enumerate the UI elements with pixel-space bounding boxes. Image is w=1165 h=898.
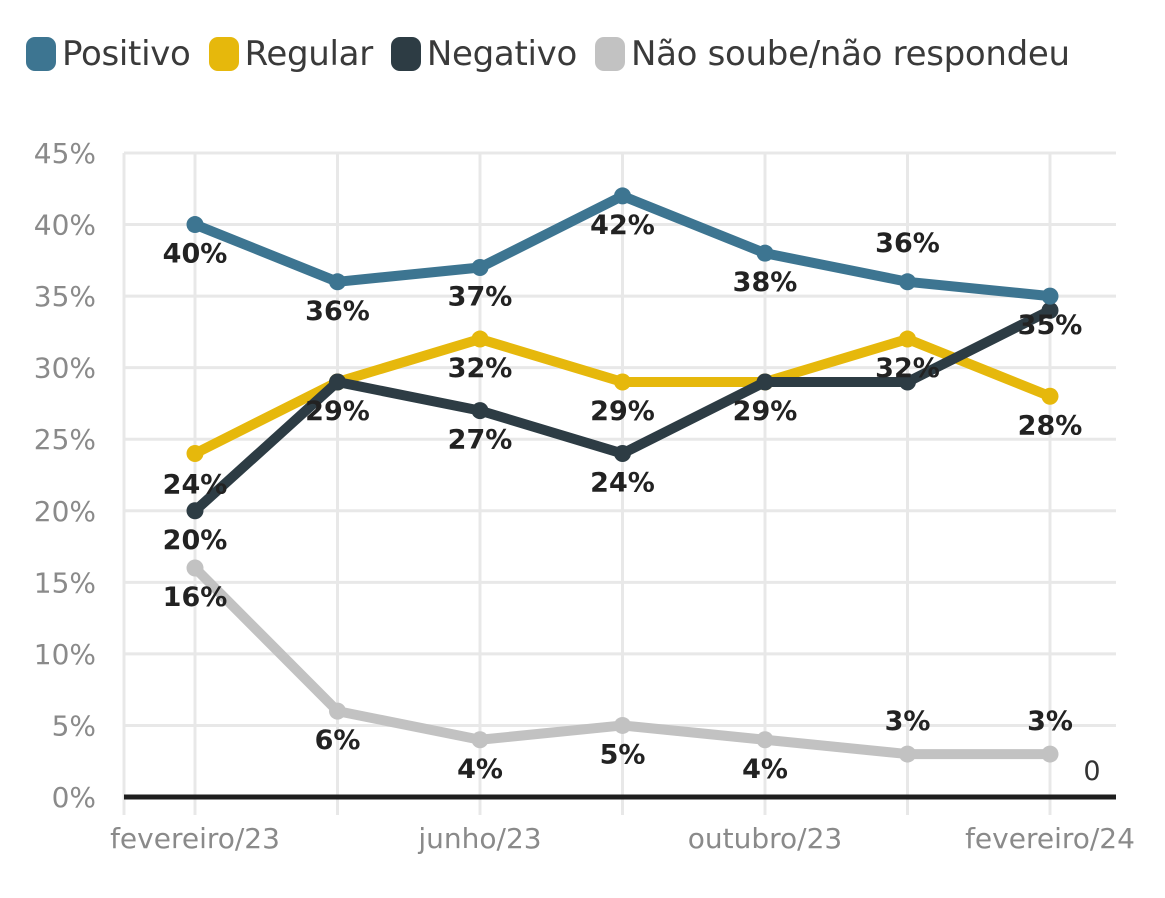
x-tick-label: junho/23: [417, 822, 541, 855]
legend-label-regular: Regular: [244, 34, 374, 74]
data-label: 29%: [733, 396, 798, 427]
legend-swatch-nao-soube: [594, 37, 625, 71]
data-labels: 40% 36% 37% 42% 38% 36% 35% 24% 32% 29% 32% 28% 20% 2…: [163, 210, 1083, 785]
data-point: [899, 273, 916, 291]
data-label: 40%: [163, 239, 228, 270]
data-point: [614, 373, 631, 391]
data-point: [899, 745, 916, 763]
legend: Positivo Regular Negativo Não soube/não …: [26, 30, 1088, 78]
y-tick-label: 15%: [34, 566, 96, 599]
data-point: [899, 330, 916, 348]
y-tick-label: 25%: [34, 423, 96, 456]
y-tick-label: 45%: [34, 137, 96, 170]
data-point: [471, 330, 489, 348]
data-point: [329, 373, 346, 391]
legend-swatch-regular: [208, 37, 239, 71]
legend-item-regular: Regular: [208, 34, 374, 74]
data-point: [756, 373, 774, 391]
data-label: 4%: [742, 754, 788, 785]
x-axis-ticks: fevereiro/23 junho/23 outubro/23 fevereiro/…: [110, 822, 1135, 855]
series-3: [186, 559, 1059, 763]
x-tick-label: fevereiro/24: [965, 822, 1135, 855]
data-point: [186, 559, 204, 577]
data-point: [899, 373, 916, 391]
y-tick-label: 20%: [34, 495, 96, 528]
legend-item-positivo: Positivo: [26, 34, 191, 74]
data-point: [756, 244, 774, 262]
legend-item-negativo: Negativo: [390, 34, 577, 74]
end-annotation: 0: [1083, 756, 1100, 787]
legend-label-positivo: Positivo: [62, 34, 191, 74]
data-point: [471, 731, 489, 749]
data-label: 24%: [590, 468, 655, 499]
data-point: [186, 216, 204, 234]
data-label: 16%: [163, 582, 228, 613]
y-tick-label: 5%: [52, 709, 96, 742]
legend-item-nao-soube: Não soube/não respondeu: [594, 34, 1070, 74]
data-label: 4%: [457, 754, 503, 785]
data-label: 35%: [1018, 310, 1083, 341]
legend-swatch-negativo: [390, 37, 421, 71]
data-label: 24%: [163, 470, 228, 501]
legend-swatch-positivo: [26, 37, 56, 71]
data-label: 36%: [305, 296, 370, 327]
data-label: 32%: [875, 353, 940, 384]
data-point: [471, 402, 489, 420]
data-point: [614, 445, 631, 463]
series-lines: [186, 187, 1059, 763]
data-point: [329, 273, 346, 291]
data-label: 20%: [163, 525, 228, 556]
data-label: 29%: [305, 396, 370, 427]
data-point: [471, 258, 489, 276]
y-tick-label: 40%: [34, 209, 96, 242]
data-point: [186, 502, 204, 520]
data-point: [1041, 301, 1059, 319]
data-label: 3%: [1027, 706, 1073, 737]
data-label: 37%: [448, 281, 513, 312]
x-tick-label: fevereiro/23: [110, 822, 280, 855]
data-point: [756, 731, 774, 749]
data-point: [1041, 745, 1059, 763]
series-2: [186, 301, 1059, 520]
data-label: 32%: [448, 353, 513, 384]
y-axis-ticks: 0% 5% 10% 15% 20% 25% 30% 35% 40% 45%: [34, 137, 96, 814]
y-tick-label: 0%: [52, 781, 96, 814]
data-point: [329, 702, 346, 720]
data-point: [614, 716, 631, 734]
data-label: 27%: [448, 425, 513, 456]
legend-label-nao-soube: Não soube/não respondeu: [630, 34, 1070, 74]
data-point: [1041, 287, 1059, 305]
data-label: 3%: [885, 706, 931, 737]
series-0: [186, 187, 1059, 305]
data-point: [1041, 387, 1059, 405]
data-label: 28%: [1018, 410, 1083, 441]
y-tick-label: 30%: [34, 352, 96, 385]
y-tick-label: 10%: [34, 638, 96, 671]
data-label: 29%: [590, 396, 655, 427]
data-label: 42%: [590, 210, 655, 241]
data-label: 6%: [315, 725, 361, 756]
data-label: 5%: [600, 739, 646, 770]
data-label: 36%: [875, 228, 940, 259]
data-label: 38%: [733, 267, 798, 298]
x-tick-label: outubro/23: [688, 822, 842, 855]
y-tick-label: 35%: [34, 280, 96, 313]
legend-label-negativo: Negativo: [426, 34, 577, 74]
data-point: [614, 187, 631, 205]
data-point: [186, 445, 204, 463]
